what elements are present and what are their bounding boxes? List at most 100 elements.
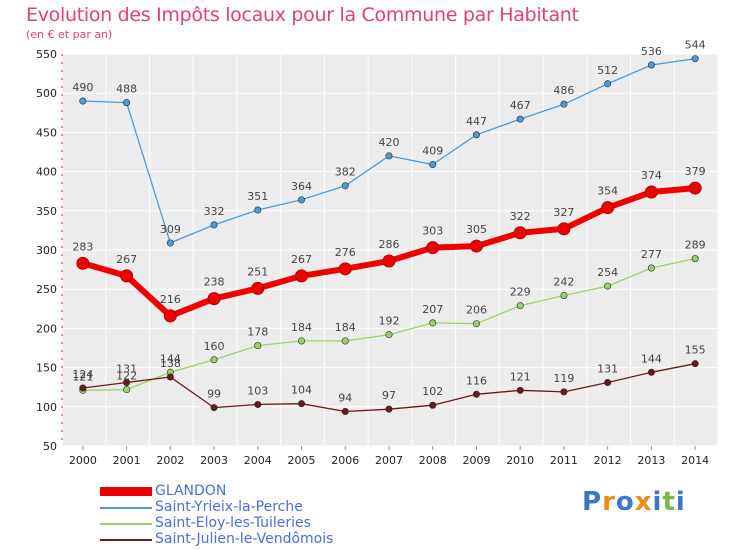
x-tick-label: 2001 — [113, 454, 141, 467]
data-point — [76, 256, 90, 270]
data-point — [429, 319, 437, 327]
x-tick-label: 2011 — [550, 454, 578, 467]
data-label: 124 — [72, 368, 93, 381]
data-label: 184 — [335, 321, 356, 334]
x-tick-label: 2000 — [69, 454, 97, 467]
data-point — [341, 337, 349, 345]
data-point — [207, 292, 221, 306]
x-tick-label: 2012 — [594, 454, 622, 467]
data-label: 206 — [466, 304, 487, 317]
data-point — [338, 262, 352, 276]
data-label: 155 — [685, 344, 706, 357]
legend-item-glandon: GLANDON — [100, 483, 400, 500]
data-point — [472, 320, 480, 328]
data-label: 382 — [335, 166, 356, 179]
data-point — [429, 161, 437, 169]
legend-swatch-saint-eloy — [100, 523, 152, 525]
data-point — [385, 405, 393, 413]
legend-label-saint-eloy: Saint-Eloy-les-Tuileries — [155, 515, 311, 531]
data-label: 283 — [72, 240, 93, 253]
chart-legend: GLANDON Saint-Yrieix-la-Perche Saint-Elo… — [100, 483, 400, 548]
data-point — [120, 269, 134, 283]
y-tick-label: 250 — [36, 283, 57, 296]
data-label: 467 — [510, 99, 531, 112]
data-point — [210, 356, 218, 364]
data-point — [341, 408, 349, 416]
data-label: 267 — [116, 253, 137, 266]
x-tick-label: 2007 — [375, 454, 403, 467]
data-point — [123, 386, 131, 394]
data-label: 354 — [597, 185, 618, 198]
data-point — [644, 185, 658, 199]
data-label: 216 — [160, 293, 181, 306]
data-point — [385, 152, 393, 160]
data-point — [426, 241, 440, 255]
legend-label-glandon: GLANDON — [155, 483, 227, 499]
data-point — [513, 226, 527, 240]
data-label: 242 — [553, 275, 574, 288]
data-point — [79, 384, 87, 392]
data-point — [604, 282, 612, 290]
data-point — [647, 368, 655, 376]
data-label: 488 — [116, 83, 137, 96]
data-point — [251, 281, 265, 295]
data-label: 267 — [291, 253, 312, 266]
legend-item-saint-eloy: Saint-Eloy-les-Tuileries — [100, 515, 400, 532]
legend-label-saint-yrieix: Saint-Yrieix-la-Perche — [155, 499, 303, 515]
data-point — [691, 360, 699, 368]
data-point — [516, 386, 524, 394]
data-point — [163, 309, 177, 323]
data-point — [254, 206, 262, 214]
data-point — [385, 331, 393, 339]
data-label: 122 — [116, 370, 137, 383]
data-label: 103 — [247, 384, 268, 397]
data-label: 229 — [510, 286, 531, 299]
data-label: 486 — [553, 84, 574, 97]
data-label: 192 — [379, 315, 400, 328]
legend-swatch-saint-julien — [100, 539, 152, 541]
data-label: 102 — [422, 385, 443, 398]
data-label: 131 — [597, 362, 618, 375]
data-point — [298, 196, 306, 204]
proxiti-logo: Proxiti — [582, 487, 686, 517]
data-label: 327 — [553, 206, 574, 219]
data-label: 160 — [204, 340, 225, 353]
data-label: 374 — [641, 169, 662, 182]
data-label: 144 — [160, 352, 181, 365]
data-label: 254 — [597, 266, 618, 279]
data-label: 379 — [685, 165, 706, 178]
data-label: 286 — [379, 238, 400, 251]
y-tick-label: 400 — [36, 166, 57, 179]
data-label: 207 — [422, 303, 443, 316]
data-label: 322 — [510, 210, 531, 223]
legend-item-saint-julien: Saint-Julien-le-Vendômois — [100, 531, 400, 548]
data-label: 251 — [247, 265, 268, 278]
data-point — [472, 390, 480, 398]
data-point — [560, 388, 568, 396]
data-label: 536 — [641, 45, 662, 58]
data-point — [688, 181, 702, 195]
data-label: 351 — [247, 190, 268, 203]
data-point — [298, 337, 306, 345]
data-label: 364 — [291, 180, 312, 193]
y-tick-label: 350 — [36, 205, 57, 218]
data-label: 544 — [685, 39, 706, 52]
data-point — [166, 373, 174, 381]
data-label: 178 — [247, 326, 268, 339]
data-point — [516, 302, 524, 310]
data-label: 116 — [466, 374, 487, 387]
data-point — [429, 401, 437, 409]
data-point — [210, 221, 218, 229]
data-label: 238 — [204, 276, 225, 289]
logo-letter: i — [652, 487, 663, 517]
y-tick-label: 200 — [36, 322, 57, 335]
x-tick-label: 2003 — [200, 454, 228, 467]
y-tick-label: 550 — [36, 48, 57, 61]
logo-letter: i — [675, 487, 686, 517]
data-point — [210, 404, 218, 412]
data-label: 409 — [422, 145, 443, 158]
data-point — [79, 97, 87, 105]
data-point — [691, 255, 699, 263]
